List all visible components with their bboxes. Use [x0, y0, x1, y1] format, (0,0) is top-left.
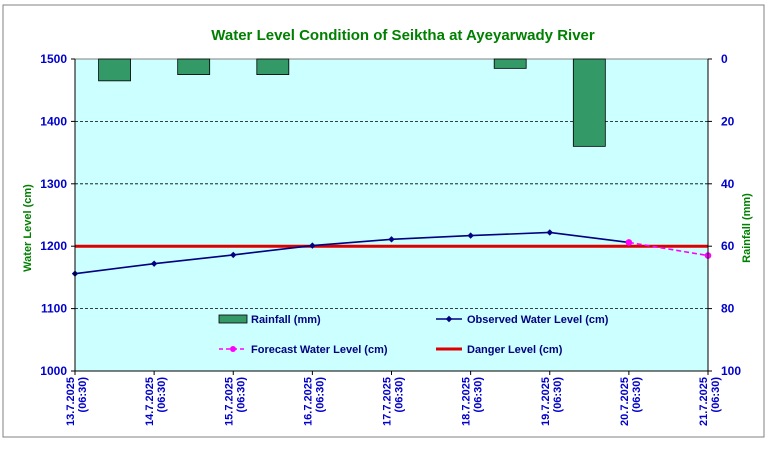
y-left-tick-label: 1500	[40, 52, 67, 66]
legend: Rainfall (mm) Observed Water Level (cm) Fo…	[218, 314, 609, 356]
y-right-tick-label: 100	[721, 364, 741, 378]
x-tick-date: 19.7.2025	[540, 377, 552, 426]
x-tick-date: 21.7.2025	[698, 377, 710, 426]
y-right-tick-label: 40	[721, 177, 735, 191]
y-right-tick-label: 20	[721, 114, 735, 128]
legend-forecast-marker	[230, 346, 236, 352]
x-tick-time: (06:30)	[473, 377, 485, 413]
x-tick-date: 14.7.2025	[144, 377, 156, 426]
y-left-tick-label: 1000	[40, 364, 67, 378]
x-tick-time: (06:30)	[631, 377, 643, 413]
x-tick-date: 13.7.2025	[65, 377, 77, 426]
x-tick-time: (06:30)	[235, 377, 247, 413]
x-tick-time: (06:30)	[394, 377, 406, 413]
legend-forecast-label: Forecast Water Level (cm)	[251, 344, 388, 356]
x-tick-time: (06:30)	[77, 377, 89, 413]
chart-title: Water Level Condition of Seiktha at Ayey…	[211, 27, 595, 44]
y-left-tick-label: 1100	[41, 302, 67, 316]
x-tick-date: 16.7.2025	[302, 377, 314, 426]
observed-point	[309, 242, 316, 249]
legend-danger-label: Danger Level (cm)	[467, 344, 563, 356]
y-axis-right-label: Rainfall (mm)	[741, 193, 753, 263]
forecast-point	[625, 239, 633, 246]
forecast-water-level-line	[628, 241, 709, 257]
legend-rainfall-label: Rainfall (mm)	[251, 314, 321, 326]
observed-point	[467, 232, 474, 239]
observed-point	[546, 229, 553, 236]
x-tick-time: (06:30)	[314, 377, 326, 413]
y-axis-left-label: Water Level (cm)	[22, 184, 34, 272]
observed-point	[230, 251, 237, 259]
observed-water-level-line	[74, 231, 629, 275]
observed-point	[388, 236, 395, 243]
x-tick-time: (06:30)	[156, 377, 168, 413]
x-tick-time: (06:30)	[552, 377, 564, 413]
observed-point	[150, 260, 158, 267]
rainfall-bar	[256, 58, 290, 75]
x-tick-date: 17.7.2025	[382, 377, 394, 426]
y-left-tick-label: 1300	[40, 177, 67, 191]
rainfall-bar	[572, 58, 606, 147]
legend-rainfall-swatch	[218, 314, 248, 324]
y-left-tick-label: 1400	[40, 114, 67, 128]
rainfall-bar	[177, 58, 211, 75]
x-tick-date: 20.7.2025	[619, 377, 631, 426]
plot-area	[74, 58, 709, 372]
x-tick-time: (06:30)	[710, 377, 722, 413]
y-right-tick-label: 60	[721, 239, 735, 253]
y-left-tick-label: 1200	[40, 239, 67, 253]
x-tick-date: 15.7.2025	[223, 377, 235, 426]
legend-observed-label: Observed Water Level (cm)	[467, 314, 609, 326]
rainfall-bars	[98, 58, 606, 147]
y-right-tick-label: 80	[721, 302, 735, 316]
legend-observed-marker	[445, 315, 453, 323]
y-right-tick-label: 0	[721, 52, 728, 66]
axes: 1000 1100 1200 1300 1400 1500 0 20 40 60 80 100 13.7…	[40, 52, 741, 426]
x-tick-date: 18.7.2025	[461, 377, 473, 426]
rainfall-bar	[98, 58, 131, 82]
rainfall-bar	[493, 58, 527, 69]
